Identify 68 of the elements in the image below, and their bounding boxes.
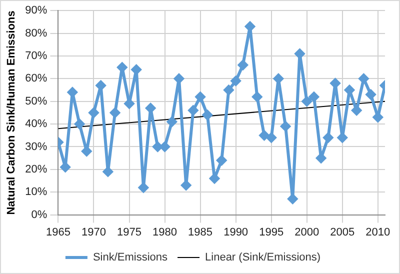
y-tick-label: 50% — [25, 95, 48, 108]
point — [230, 76, 241, 86]
point — [110, 108, 120, 118]
y-tick-label: 90% — [25, 4, 48, 17]
point — [372, 112, 383, 122]
y-tick-label: 30% — [25, 140, 48, 153]
point — [195, 92, 206, 102]
point — [358, 74, 369, 84]
x-tick-label: 1980 — [152, 226, 178, 238]
point — [245, 21, 256, 32]
point — [224, 85, 234, 96]
y-tick-label: 0% — [31, 208, 48, 221]
legend-label: Sink/Emissions — [92, 252, 168, 264]
point — [366, 90, 376, 100]
y-axis-title: Natural Carbon Sink/Human Emissions — [6, 10, 18, 215]
point — [117, 62, 128, 72]
point — [131, 64, 142, 75]
point — [266, 132, 276, 143]
point — [252, 92, 262, 102]
point — [280, 121, 291, 132]
point — [337, 132, 348, 143]
y-tick-label: 80% — [25, 27, 48, 40]
point — [323, 132, 334, 143]
x-tick-label: 1970 — [81, 226, 106, 238]
point — [88, 108, 99, 118]
point — [82, 146, 92, 156]
point — [181, 180, 192, 190]
x-tick-label: 1965 — [46, 226, 70, 238]
point — [96, 80, 106, 90]
point — [67, 87, 78, 98]
point — [216, 155, 227, 166]
point — [60, 162, 70, 172]
point — [259, 130, 270, 140]
point — [330, 78, 340, 88]
point — [146, 103, 156, 114]
point — [160, 142, 170, 152]
point — [188, 105, 198, 116]
point — [152, 142, 163, 152]
point — [166, 116, 177, 127]
y-tick-label: 40% — [25, 118, 48, 130]
point — [74, 119, 85, 130]
x-tick-label: 2005 — [330, 226, 355, 238]
point — [174, 74, 184, 84]
point — [308, 92, 319, 102]
point — [352, 105, 362, 116]
x-tick-label: 2010 — [366, 226, 390, 238]
y-tick-label: 70% — [25, 50, 48, 62]
point — [273, 74, 284, 84]
point — [138, 182, 148, 193]
point — [202, 110, 212, 120]
y-tick-label: 20% — [25, 163, 48, 176]
x-tick-label: 2000 — [294, 226, 320, 238]
x-tick-label: 1975 — [117, 226, 142, 238]
point — [316, 153, 326, 164]
point — [294, 48, 305, 59]
point — [124, 98, 134, 109]
point — [102, 166, 113, 177]
point — [344, 85, 354, 96]
point — [302, 96, 312, 106]
y-tick-label: 60% — [25, 72, 48, 85]
point — [238, 60, 248, 70]
y-tick-label: 10% — [25, 186, 48, 198]
x-tick-label: 1985 — [188, 226, 213, 238]
point — [288, 194, 298, 204]
x-tick-label: 1995 — [259, 226, 284, 238]
legend-label: Linear (Sink/Emissions) — [205, 252, 321, 264]
x-tick-label: 1990 — [224, 226, 248, 238]
point — [210, 174, 220, 184]
